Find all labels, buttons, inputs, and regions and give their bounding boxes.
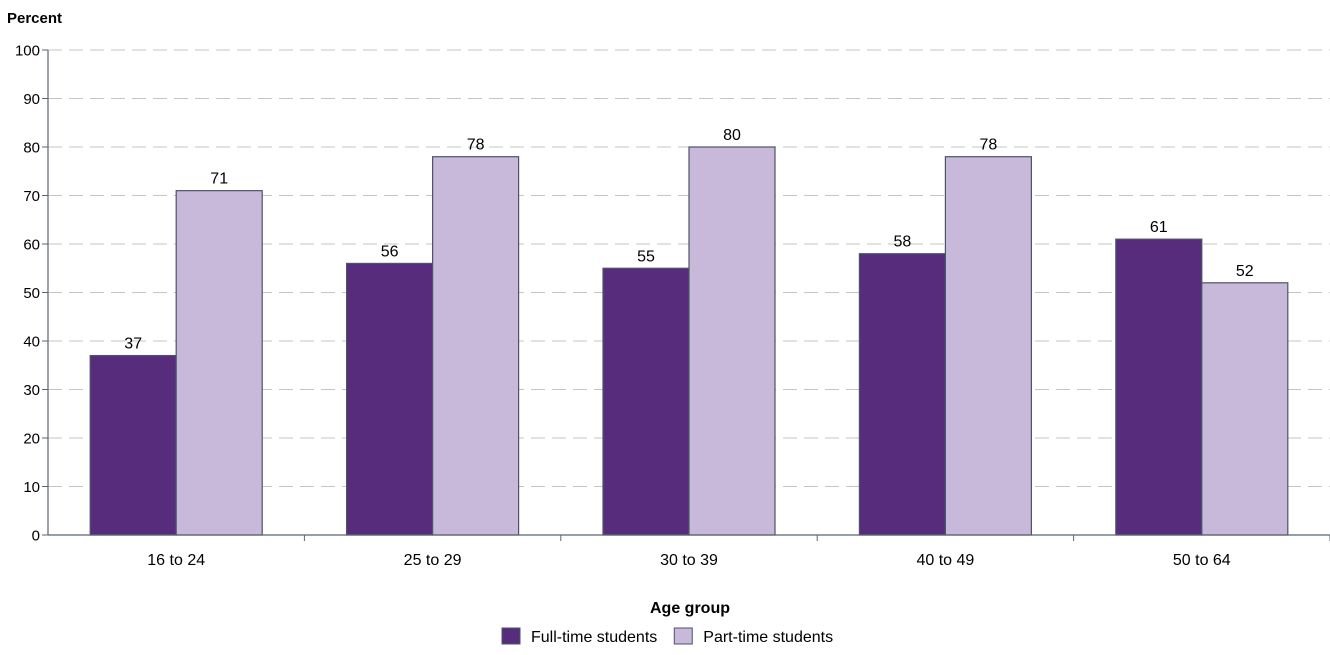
data-label: 52: [1236, 263, 1254, 280]
data-label: 80: [723, 127, 741, 144]
data-labels: 37 71 56 78 55 80 58 78 61 52: [124, 127, 1253, 353]
legend-swatch: [501, 627, 521, 645]
bar: [944, 156, 1033, 536]
legend-label: Full-time students: [531, 629, 657, 646]
bar: [175, 190, 263, 536]
bar: [432, 156, 520, 536]
data-label: 78: [467, 137, 485, 154]
bar: [1201, 282, 1289, 536]
x-tick-label: 16 to 24: [147, 552, 205, 569]
bar: [602, 267, 690, 536]
x-axis-ticks: 16 to 24 25 to 29 30 to 39 40 to 49 50 to 64: [147, 535, 1330, 569]
y-tick-label: 10: [23, 479, 40, 496]
data-label: 78: [980, 137, 998, 154]
y-tick-label: 30: [23, 382, 40, 399]
bars: [89, 146, 1289, 536]
bar: [89, 354, 177, 536]
legend-swatch: [673, 627, 693, 645]
y-tick-label: 20: [23, 431, 40, 448]
x-tick-label: 40 to 49: [916, 552, 974, 569]
y-tick-label: 80: [23, 140, 40, 157]
data-label: 55: [637, 248, 655, 265]
y-axis-label: Percent: [7, 10, 62, 27]
legend-label: Part-time students: [703, 629, 833, 646]
data-label: 58: [894, 234, 912, 251]
x-tick-label: 30 to 39: [660, 552, 718, 569]
bar: [346, 262, 434, 536]
bar: [1115, 238, 1203, 536]
data-label: 61: [1150, 219, 1168, 236]
y-tick-label: 100: [15, 43, 40, 60]
y-tick-label: 90: [23, 91, 40, 108]
axes: [47, 50, 1330, 536]
legend: Full-time students Part-time students: [501, 627, 833, 646]
y-tick-label: 70: [23, 188, 40, 205]
y-tick-label: 0: [32, 528, 40, 545]
y-tick-label: 60: [23, 237, 40, 254]
y-tick-label: 50: [23, 285, 40, 302]
data-label: 56: [381, 243, 399, 260]
x-axis-label: Age group: [650, 600, 730, 617]
bar: [688, 146, 776, 536]
data-label: 71: [210, 171, 228, 188]
bar: [858, 253, 947, 536]
x-tick-label: 25 to 29: [404, 552, 462, 569]
y-axis-ticks: 0 10 20 30 40 50 60 70 80 90 100: [15, 43, 48, 545]
x-tick-label: 50 to 64: [1173, 552, 1231, 569]
data-label: 37: [124, 336, 142, 353]
y-tick-label: 40: [23, 334, 40, 351]
